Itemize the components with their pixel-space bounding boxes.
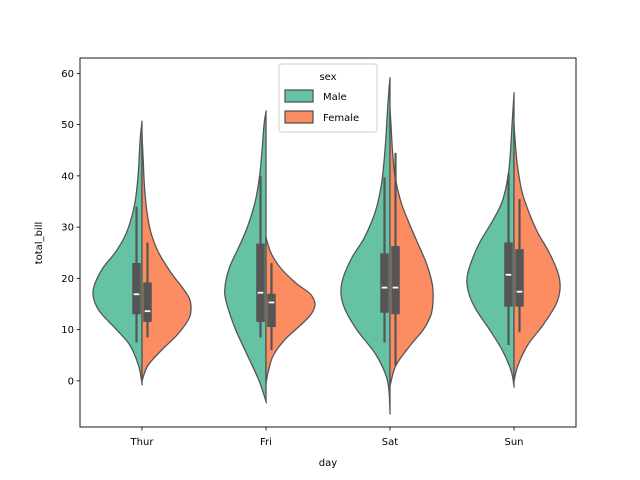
violins <box>92 77 561 415</box>
legend-title: sex <box>319 72 336 83</box>
violin-female-sun <box>513 122 561 383</box>
x-tick-label: Sat <box>382 437 398 448</box>
violin-male-thur <box>92 120 143 386</box>
y-tick-label: 20 <box>61 274 74 285</box>
y-tick-label: 30 <box>61 223 74 234</box>
iqr-box <box>267 293 276 328</box>
violin-female-sat <box>388 107 434 389</box>
x-tick-label: Sun <box>504 437 523 448</box>
iqr-box <box>256 243 265 322</box>
y-tick-label: 50 <box>61 120 74 131</box>
legend-label-female: Female <box>323 113 359 124</box>
legend-label-male: Male <box>323 92 347 103</box>
violin-male-sat <box>340 77 391 415</box>
y-tick-label: 40 <box>61 171 74 182</box>
iqr-box <box>143 282 152 322</box>
legend: sex Male Female <box>278 63 378 133</box>
y-tick-label: 0 <box>68 376 74 387</box>
x-tick-label: Thur <box>130 437 155 448</box>
violin-male-fri <box>224 110 268 404</box>
x-axis-label: day <box>319 458 337 469</box>
legend-swatch-female <box>284 110 314 124</box>
y-axis-label: total_bill <box>34 222 45 265</box>
plot-frame <box>79 57 577 428</box>
violin-female-fri <box>264 235 316 386</box>
iqr-box <box>515 249 524 307</box>
y-tick-label: 10 <box>61 325 74 336</box>
iqr-box <box>391 246 400 315</box>
iqr-box <box>132 263 141 315</box>
axis-ticks: 0 10 20 30 40 50 60 Thur Fri Sat Sun <box>61 69 523 448</box>
x-tick-label: Fri <box>260 437 272 448</box>
y-tick-label: 60 <box>61 69 74 80</box>
violin-male-sun <box>466 92 515 388</box>
iqr-box <box>380 253 389 313</box>
legend-swatch-male <box>284 89 314 103</box>
violin-female-thur <box>140 132 192 383</box>
